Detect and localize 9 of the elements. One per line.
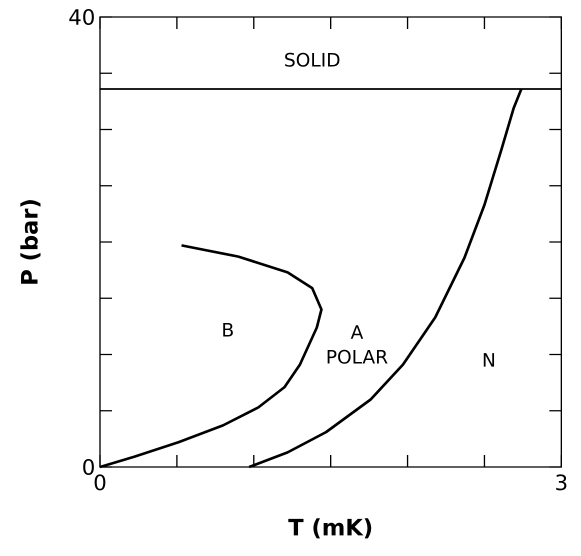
x-tick-label: 3: [556, 474, 566, 490]
annotation: A: [350, 325, 364, 339]
y-tick-label: 40: [69, 8, 94, 26]
y-axis-title: P (bar): [20, 200, 40, 284]
annotation: N: [484, 353, 494, 367]
annotation: SOLID: [285, 52, 340, 67]
annotation: B: [223, 322, 233, 337]
annotation: POLAR: [328, 350, 388, 364]
x-axis-title: T (mK): [288, 518, 372, 538]
